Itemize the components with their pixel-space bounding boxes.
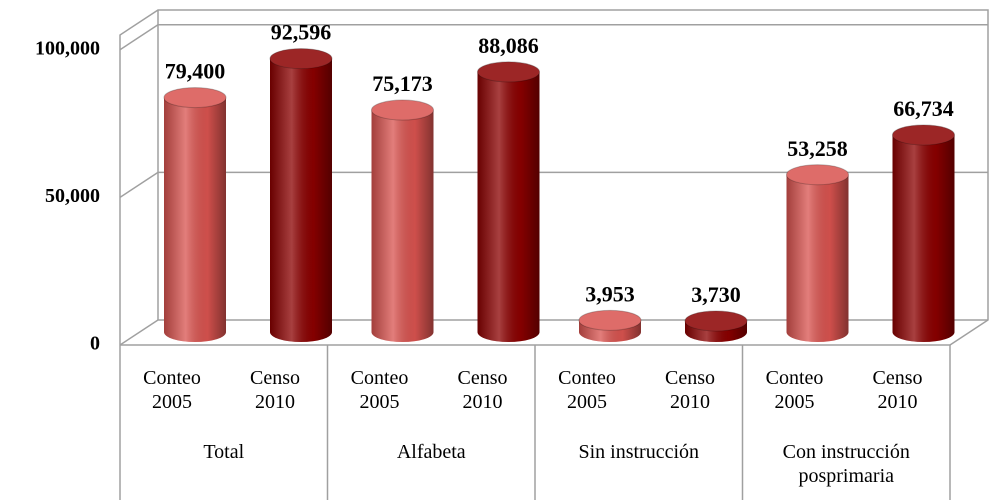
bar [786, 164, 849, 342]
value-label: 3,730 [691, 282, 741, 307]
bar-body-shade [164, 97, 226, 332]
bar-top [892, 124, 955, 146]
category-label: Con instrucción posprimaria [782, 441, 910, 487]
y-tick-label: 50,000 [45, 185, 100, 207]
category-label: Alfabeta [396, 441, 466, 463]
bar-top-highlight [371, 100, 434, 121]
series-label: Censo 2010 [665, 367, 715, 413]
value-label: 3,953 [585, 281, 635, 306]
bar [163, 87, 227, 342]
bar-body-shade [786, 174, 849, 332]
value-label: 79,400 [165, 59, 226, 84]
series-label: Censo 2010 [250, 367, 300, 413]
bar-body-shade [892, 134, 955, 332]
bar-top [578, 309, 642, 331]
value-label: 66,734 [893, 96, 954, 121]
series-label: Censo 2010 [457, 367, 508, 413]
bar-top-highlight [892, 124, 955, 145]
y-tick-label: 100,000 [35, 37, 100, 59]
bar-top-highlight [579, 310, 641, 331]
bar-top-highlight [786, 164, 849, 185]
series-label: Conteo 2005 [350, 367, 409, 413]
value-label: 53,258 [787, 136, 848, 161]
bar [684, 310, 748, 342]
bar-top-highlight [164, 87, 226, 108]
y-tick-label: 0 [90, 333, 100, 355]
bar-top [786, 164, 849, 186]
grid-line [119, 171, 988, 199]
bar-top-highlight [270, 48, 332, 69]
bar [477, 61, 540, 342]
bar-body-shade [270, 58, 332, 332]
series-label: Conteo 2005 [765, 367, 824, 413]
category-label: Total [203, 441, 245, 463]
series-label: Conteo 2005 [143, 367, 201, 413]
series-label: Conteo 2005 [558, 367, 616, 413]
bar-body-shade [371, 110, 434, 332]
bar-top [269, 48, 333, 70]
bar [269, 48, 333, 342]
grid-line [119, 319, 988, 346]
bar-top-highlight [685, 310, 747, 331]
grid-line [119, 24, 988, 51]
value-label: 75,173 [372, 71, 433, 96]
back-wall [119, 9, 989, 346]
series-label: Censo 2010 [872, 367, 923, 413]
value-label: 92,596 [271, 20, 332, 45]
bar [578, 309, 642, 342]
bar [371, 99, 434, 342]
bar-body-shade [477, 71, 540, 332]
bar-top [477, 61, 540, 83]
bar-top-highlight [477, 61, 540, 82]
value-label: 88,086 [478, 33, 539, 58]
bar [892, 124, 955, 342]
category-label: Sin instrucción [578, 441, 700, 463]
bar-top [371, 99, 434, 121]
bar-top [684, 310, 748, 332]
bar-top [163, 87, 227, 109]
